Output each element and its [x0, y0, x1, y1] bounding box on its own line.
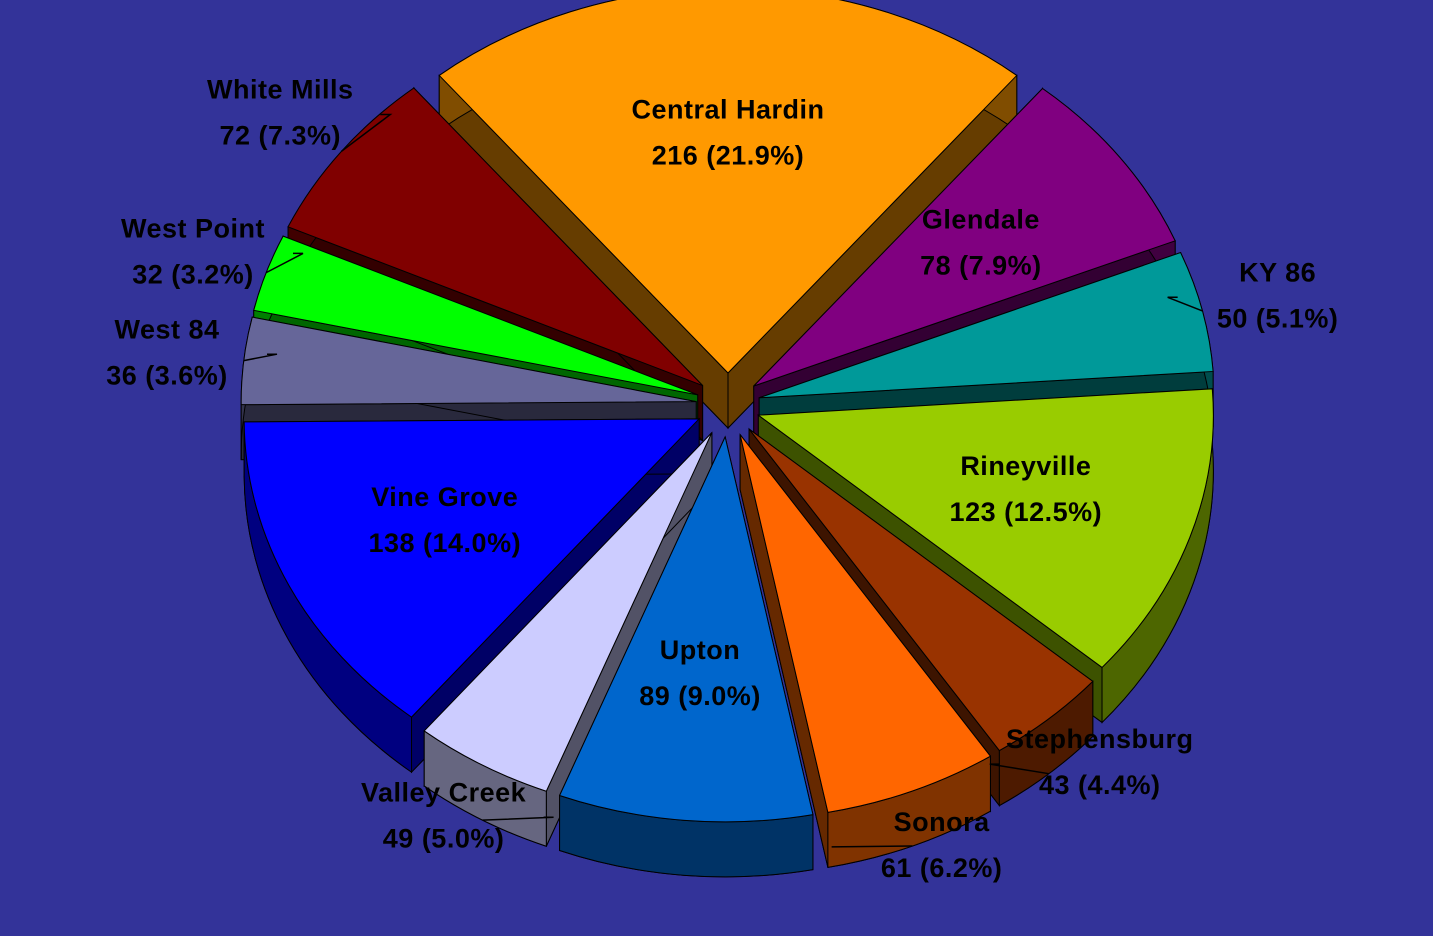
category-label: White Mills: [207, 75, 354, 105]
value-label: 50 (5.1%): [1217, 303, 1339, 333]
slice: [748, 428, 1094, 752]
slice: [558, 435, 814, 823]
slice: [253, 235, 698, 396]
category-label: Stephensburg: [1006, 724, 1194, 754]
slice: [756, 388, 1214, 669]
slice: [423, 432, 713, 792]
value-label: 49 (5.0%): [383, 823, 505, 853]
leader-line: [341, 113, 393, 152]
value-label: 36 (3.6%): [106, 360, 228, 390]
slice: [739, 434, 992, 813]
category-label: Central Hardin: [631, 94, 824, 124]
value-label: 216 (21.9%): [652, 140, 805, 170]
slice: [243, 418, 701, 718]
leader-line: [989, 763, 1050, 775]
value-label: 123 (12.5%): [950, 497, 1103, 527]
value-label: 89 (9.0%): [639, 681, 761, 711]
value-label: 32 (3.2%): [132, 260, 254, 290]
value-label: 72 (7.3%): [219, 121, 341, 151]
leader-line: [831, 845, 913, 848]
leader-line: [1167, 296, 1203, 312]
category-label: Vine Grove: [371, 482, 518, 512]
leader-line: [243, 353, 278, 362]
value-label: 43 (4.4%): [1039, 770, 1161, 800]
labels: Central Hardin 216 (21.9%) Glendale 78 (7.9…: [106, 75, 1338, 883]
category-label: West 84: [114, 314, 219, 344]
leader-line: [265, 252, 304, 274]
category-label: Glendale: [922, 205, 1040, 235]
category-label: KY 86: [1239, 257, 1316, 287]
slice: [753, 87, 1176, 387]
category-label: Upton: [660, 635, 740, 665]
category-label: Rineyville: [960, 451, 1091, 481]
value-label: 78 (7.9%): [920, 251, 1042, 281]
value-label: 138 (14.0%): [368, 528, 521, 558]
slice: [438, 0, 1018, 374]
leader-line: [482, 816, 554, 821]
category-label: Sonora: [894, 807, 990, 837]
pie: [240, 0, 1214, 878]
category-label: West Point: [121, 214, 265, 244]
value-label: 61 (6.2%): [881, 853, 1003, 883]
category-label: Valley Creek: [361, 777, 527, 807]
